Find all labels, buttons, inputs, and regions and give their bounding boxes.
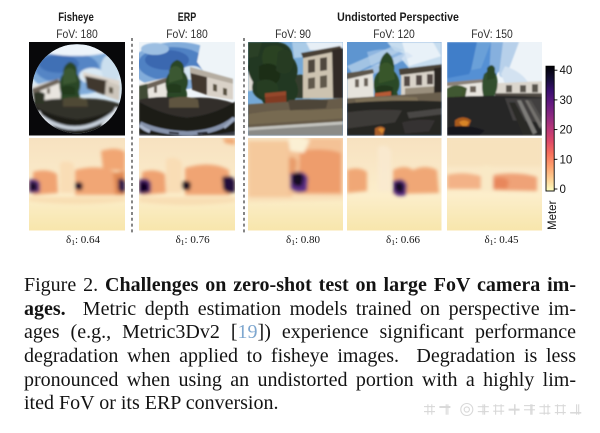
- svg-text:20: 20: [560, 125, 573, 137]
- svg-text:Meter: Meter: [547, 200, 559, 230]
- svg-text:0: 0: [560, 184, 566, 196]
- svg-text:10: 10: [560, 154, 573, 166]
- svg-text:40: 40: [560, 65, 573, 77]
- svg-text:30: 30: [560, 95, 573, 107]
